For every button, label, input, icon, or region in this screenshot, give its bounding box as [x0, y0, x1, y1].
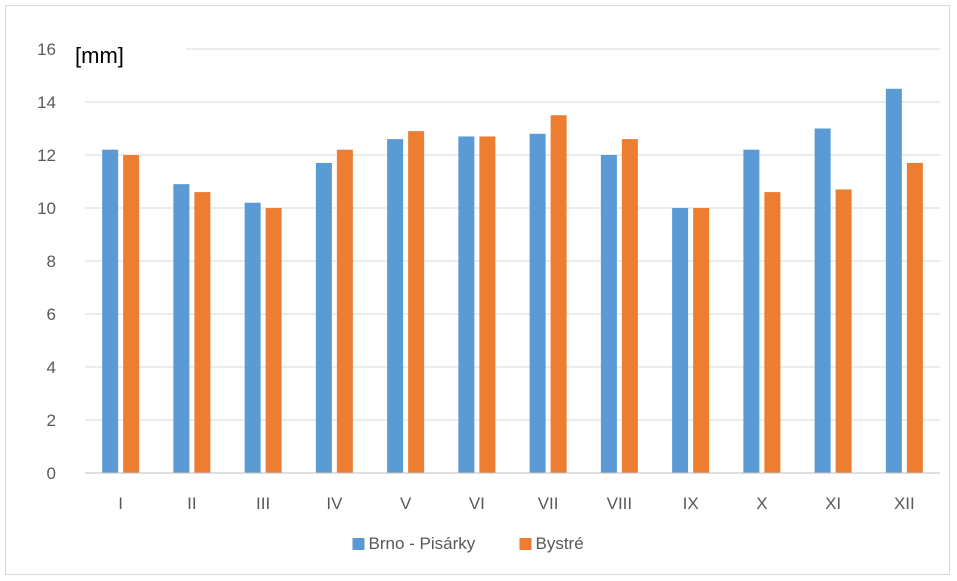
y-unit-label: [mm] [75, 43, 124, 68]
y-tick-label: 16 [37, 40, 56, 59]
bar-series1-IV [315, 162, 332, 473]
y-tick-label: 2 [47, 411, 56, 430]
y-tick-label: 8 [47, 252, 56, 271]
x-tick-label: IV [326, 494, 343, 513]
bar-series2-I [123, 155, 140, 473]
x-tick-label: VIII [607, 494, 633, 513]
legend-label: Bystré [536, 534, 584, 553]
bar-series1-III [244, 202, 261, 473]
y-tick-label: 12 [37, 146, 56, 165]
bar-series2-V [408, 131, 425, 473]
bar-series2-IV [336, 149, 353, 473]
legend-label: Brno - Pisárky [369, 534, 476, 553]
x-tick-label: I [118, 494, 123, 513]
y-tick-label: 10 [37, 199, 56, 218]
y-tick-label: 0 [47, 464, 56, 483]
bar-series2-XII [906, 162, 923, 473]
legend-swatch [352, 538, 365, 550]
legend: Brno - Pisárky Bystré [352, 534, 584, 553]
bar-series1-XI [814, 128, 831, 473]
bar-series2-XI [835, 189, 852, 473]
y-tick-label: 14 [37, 93, 56, 112]
bar-series1-XII [885, 88, 902, 473]
gridlines [85, 48, 940, 421]
x-tick-label: VI [469, 494, 485, 513]
bar-series1-X [743, 149, 760, 473]
x-tick-label: X [756, 494, 767, 513]
bar-series2-VII [550, 115, 567, 473]
bar-series1-VI [458, 136, 475, 473]
bar-series1-II [173, 184, 190, 473]
bar-series2-VI [479, 136, 496, 473]
bars [102, 88, 923, 474]
chart-area: 0 2 4 6 8 10 12 14 16 I II III IV V VI VII VIII IX X XI XII … [5, 5, 950, 575]
y-tick-label: 6 [47, 305, 56, 324]
bar-series2-VIII [621, 139, 638, 473]
x-tick-label: IX [683, 494, 699, 513]
bar-series2-X [764, 192, 781, 473]
x-tick-label: XI [825, 494, 841, 513]
bar-series1-IX [672, 208, 689, 473]
bar-series1-VII [529, 133, 546, 474]
x-tick-label: II [187, 494, 196, 513]
bar-series1-VIII [600, 155, 617, 473]
bar-series1-I [102, 149, 119, 473]
bar-series1-V [387, 139, 404, 473]
x-tick-label: V [400, 494, 412, 513]
x-tick-label: III [256, 494, 270, 513]
legend-swatch [519, 538, 532, 550]
bar-series2-IX [693, 208, 710, 473]
x-tick-label: XII [894, 494, 915, 513]
bar-series2-II [194, 192, 211, 473]
y-tick-label: 4 [47, 358, 56, 377]
x-tick-label: VII [538, 494, 559, 513]
bar-series2-III [265, 208, 282, 473]
